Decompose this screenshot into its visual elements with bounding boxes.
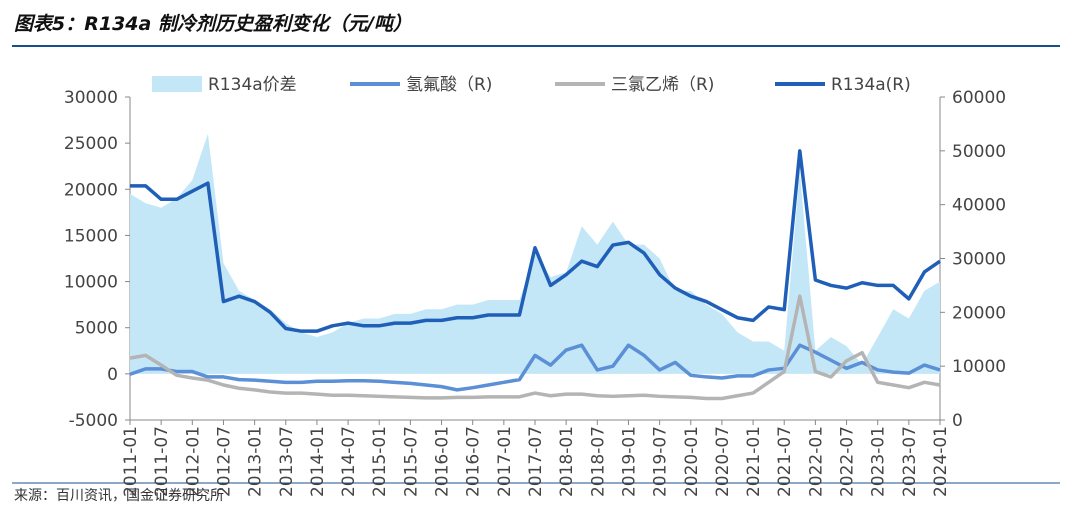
x-tick-label: 2019-07 xyxy=(651,426,671,497)
x-tick-label: 2015-01 xyxy=(370,426,390,497)
x-tick-label: 2020-01 xyxy=(682,426,702,497)
x-tick-label: 2018-07 xyxy=(588,426,608,497)
source: 来源：百川资讯，国金证券研究所 xyxy=(14,488,224,504)
x-tick-label: 2012-07 xyxy=(214,426,234,497)
x-tick-label: 2021-07 xyxy=(775,426,795,497)
y2-tick-label: 30000 xyxy=(952,250,1006,270)
y-tick-label: 0 xyxy=(107,365,118,385)
y-tick-label: 5000 xyxy=(75,319,118,339)
x-tick-label: 2016-01 xyxy=(433,426,453,497)
y2-tick-label: 10000 xyxy=(952,357,1006,377)
y2-tick-label: 0 xyxy=(952,411,963,431)
x-tick-label: 2024-01 xyxy=(931,426,951,497)
legend-label: 三氯乙烯（R) xyxy=(611,75,714,95)
x-tick-label: 2017-01 xyxy=(495,426,515,497)
y-tick-label: 25000 xyxy=(64,134,118,154)
x-tick-label: 2017-07 xyxy=(526,426,546,497)
x-tick-label: 2020-07 xyxy=(713,426,733,497)
x-tick-label: 2014-07 xyxy=(339,426,359,497)
y2-tick-label: 20000 xyxy=(952,303,1006,323)
y-tick-label: 10000 xyxy=(64,273,118,293)
x-tick-label: 2023-07 xyxy=(900,426,920,497)
y-tick-label: 15000 xyxy=(64,226,118,246)
y-tick-label: 20000 xyxy=(64,180,118,200)
x-tick-label: 2021-01 xyxy=(744,426,764,497)
y2-tick-label: 60000 xyxy=(952,88,1006,108)
line xyxy=(130,149,941,333)
legend-label: 氢氟酸（R) xyxy=(406,75,492,95)
x-tick-label: 2012-01 xyxy=(183,426,203,497)
x-tick-label: 2014-01 xyxy=(308,426,328,497)
x-tick-label: 2018-01 xyxy=(557,426,577,497)
x-tick-label: 2023-01 xyxy=(869,426,889,497)
x-tick-label: 2013-07 xyxy=(277,426,297,497)
x-tick-label: 2019-01 xyxy=(619,426,639,497)
y-tick-label: 30000 xyxy=(64,88,118,108)
x-tick-label: 2022-07 xyxy=(838,426,858,497)
x-tick-label: 2022-01 xyxy=(806,426,826,497)
x-tick-label: 2016-07 xyxy=(464,426,484,497)
x-tick-label: 2011-07 xyxy=(152,426,172,497)
line xyxy=(129,294,941,401)
legend-label: R134a(R) xyxy=(831,75,911,95)
y2-tick-label: 50000 xyxy=(952,142,1006,162)
y-tick-label: -5000 xyxy=(69,411,118,431)
chart-title: 图表5：R134a 制冷剂历史盈利变化（元/吨） xyxy=(14,13,412,35)
y2-tick-label: 40000 xyxy=(952,196,1006,216)
x-tick-label: 2013-01 xyxy=(246,426,266,497)
legend-swatch xyxy=(152,76,202,92)
x-tick-label: 2011-01 xyxy=(121,426,141,497)
x-tick-label: 2015-07 xyxy=(401,426,421,497)
legend-label: R134a价差 xyxy=(208,75,297,95)
line xyxy=(129,343,941,392)
